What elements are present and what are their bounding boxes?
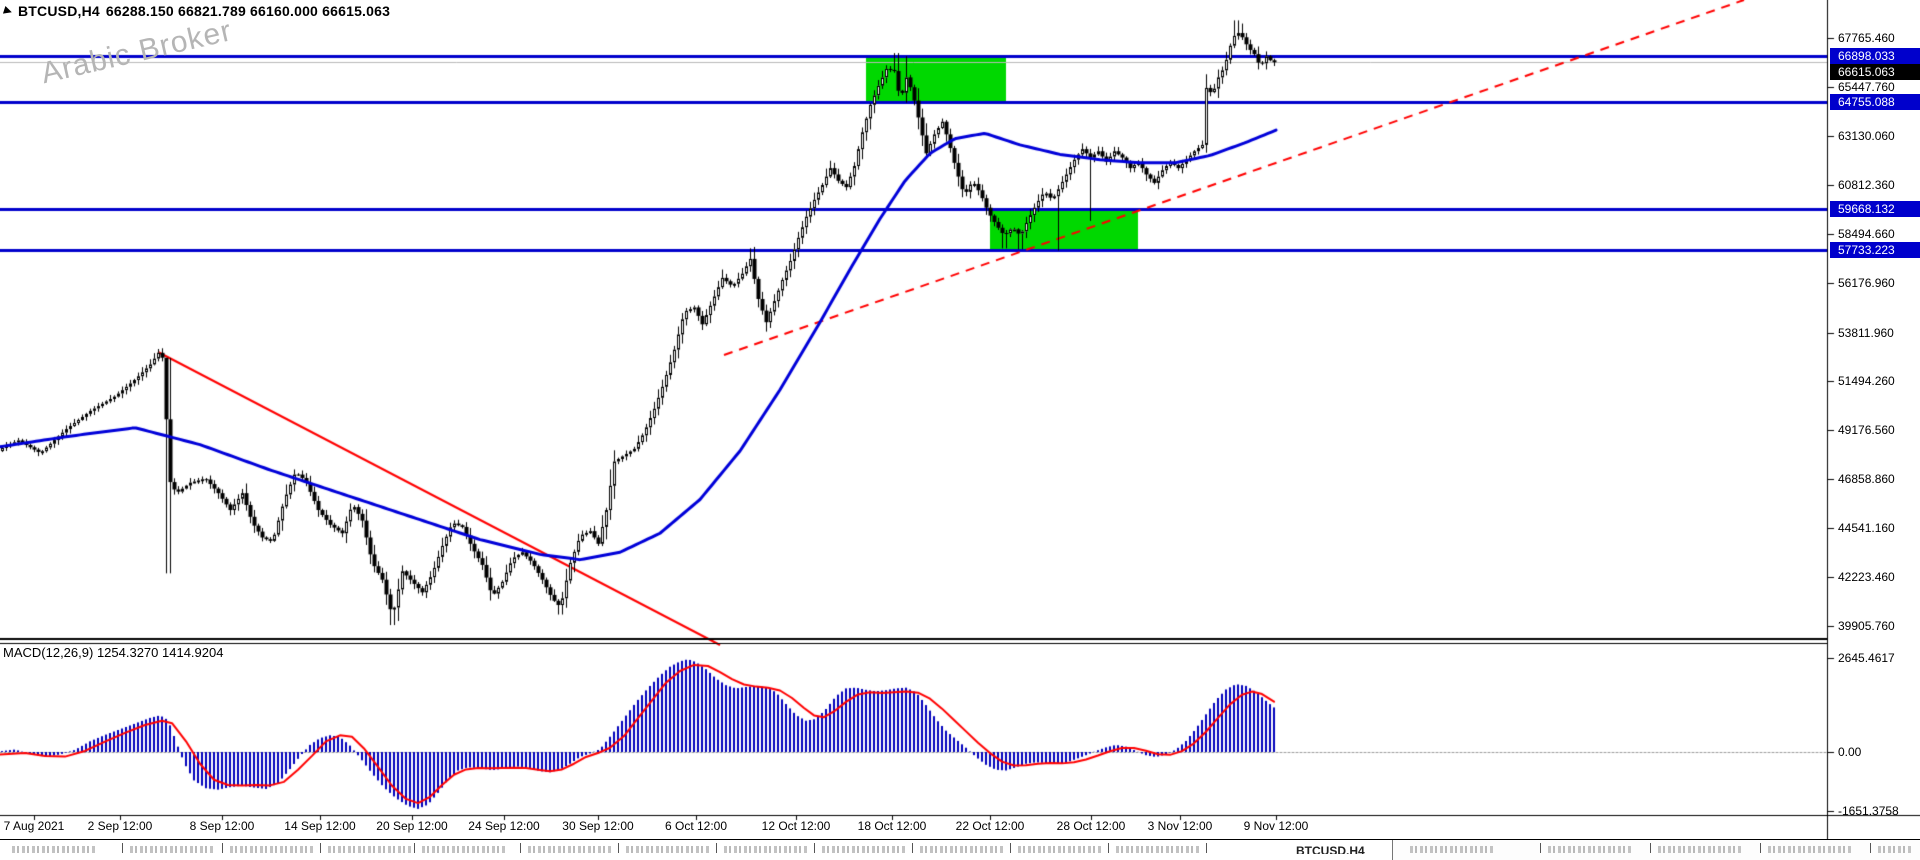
tab-separator: [1108, 843, 1109, 853]
time-tick-label: 9 Nov 12:00: [1243, 819, 1309, 833]
tab-separator: [1540, 843, 1541, 853]
chart-tab[interactable]: [328, 846, 412, 853]
time-tick-label: 2 Sep 12:00: [87, 819, 153, 833]
tab-separator: [414, 843, 415, 853]
tab-separator: [122, 843, 123, 853]
price-tick-label: 60812.360: [1838, 177, 1895, 192]
price-tick-label: 44541.160: [1838, 521, 1895, 536]
macd-name: MACD(12,26,9): [3, 645, 94, 660]
tab-separator: [1206, 843, 1207, 853]
chart-tab[interactable]: [1548, 846, 1632, 853]
chart-tab[interactable]: [920, 846, 1004, 853]
level-price-badge: 57733.223: [1830, 241, 1920, 258]
chart-tab[interactable]: [1878, 846, 1912, 853]
chart-tab-bar: BTCUSD,H4: [0, 839, 1920, 860]
tab-separator: [1010, 843, 1011, 853]
price-tick-label: 42223.460: [1838, 570, 1895, 585]
price-tick-label: 56176.960: [1838, 275, 1895, 290]
macd-indicator-label: MACD(12,26,9) 1254.3270 1414.9204: [3, 645, 223, 660]
chart-tab[interactable]: [1410, 846, 1494, 853]
price-tick-label: 53811.960: [1838, 325, 1894, 340]
chart-ohlc-values: 66288.150 66821.789 66160.000 66615.063: [105, 3, 391, 19]
tab-separator: [1870, 843, 1871, 853]
tab-separator: [912, 843, 913, 853]
tab-btcusd-h4-selected[interactable]: BTCUSD,H4: [1296, 844, 1365, 854]
macd-tick-label: -1651.3758: [1838, 803, 1899, 818]
price-tick-label: 63130.060: [1838, 128, 1895, 143]
price-tick-label: 58494.660: [1838, 226, 1895, 241]
tab-separator: [520, 843, 521, 853]
macd-value-main: 1254.3270: [96, 645, 159, 660]
tab-separator: [320, 843, 321, 853]
time-tick-label: 30 Sep 12:00: [562, 819, 634, 833]
time-tick-label: 14 Sep 12:00: [284, 819, 356, 833]
chart-tab[interactable]: [724, 846, 808, 853]
chart-symbol-period: BTCUSD,H4: [18, 3, 100, 19]
chart-tab[interactable]: [12, 846, 96, 853]
price-tick-label: 49176.560: [1838, 423, 1895, 438]
time-tick-label: 3 Nov 12:00: [1147, 819, 1213, 833]
chart-tab[interactable]: [822, 846, 906, 853]
tab-separator: [618, 843, 619, 853]
price-tick-label: 46858.860: [1838, 472, 1895, 487]
chart-tab[interactable]: [626, 846, 710, 853]
chart-tab[interactable]: [130, 846, 214, 853]
chart-tab[interactable]: [1658, 846, 1742, 853]
time-tick-label: 7 Aug 2021: [3, 819, 65, 833]
time-tick-label: 24 Sep 12:00: [468, 819, 540, 833]
time-tick-label: 22 Oct 12:00: [955, 819, 1025, 833]
price-tick-label: 67765.460: [1838, 31, 1895, 45]
level-price-badge: 59668.132: [1830, 200, 1920, 217]
level-price-badge: 64755.088: [1830, 93, 1920, 110]
tab-separator: [1650, 843, 1651, 853]
chart-tab[interactable]: [422, 846, 506, 853]
level-price-badge: 66898.033: [1830, 48, 1920, 65]
current-price-badge: 66615.063: [1830, 64, 1920, 80]
time-tick-label: 12 Oct 12:00: [761, 819, 831, 833]
chart-tab[interactable]: [1116, 846, 1200, 853]
tab-group-panel: [1392, 840, 1920, 860]
chart-tab[interactable]: [1018, 846, 1102, 853]
macd-tick-label: 0.00: [1838, 745, 1862, 759]
time-tick-label: 8 Sep 12:00: [189, 819, 255, 833]
chart-marker-icon: [2, 5, 14, 17]
tab-separator: [1760, 843, 1761, 853]
chart-tab[interactable]: [528, 846, 612, 853]
chart-title: BTCUSD,H4 66288.150 66821.789 66160.000 …: [2, 3, 391, 19]
tab-separator: [716, 843, 717, 853]
price-tick-label: 39905.760: [1838, 619, 1895, 633]
chart-tab[interactable]: [1768, 846, 1852, 853]
time-tick-label: 6 Oct 12:00: [664, 819, 728, 833]
chart-tab[interactable]: [230, 846, 314, 853]
time-tick-label: 20 Sep 12:00: [376, 819, 448, 833]
time-tick-label: 28 Oct 12:00: [1056, 819, 1126, 833]
price-tick-label: 51494.260: [1838, 374, 1895, 389]
macd-tick-label: 2645.4617: [1838, 650, 1895, 665]
tab-separator: [222, 843, 223, 853]
macd-value-signal: 1414.9204: [162, 645, 224, 660]
time-tick-label: 18 Oct 12:00: [857, 819, 927, 833]
tab-separator: [814, 843, 815, 853]
price-tick-label: 65447.760: [1838, 79, 1895, 94]
